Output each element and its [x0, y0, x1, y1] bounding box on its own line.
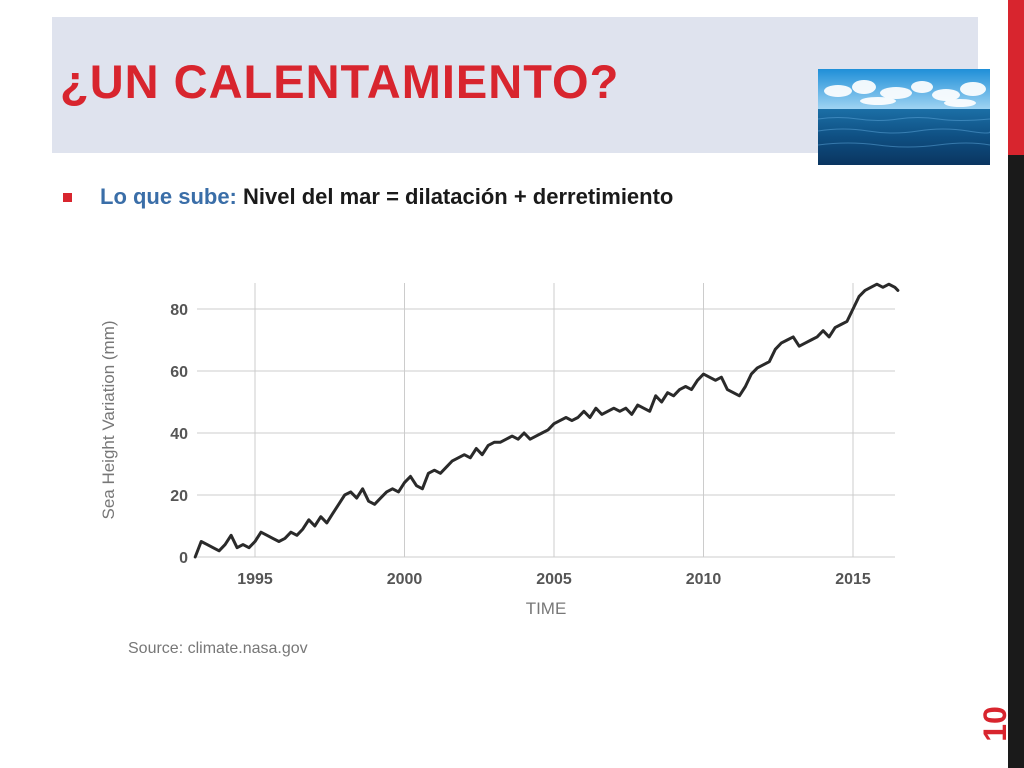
slide-title: ¿UN CALENTAMIENTO? — [60, 55, 620, 108]
x-tick-label: 2005 — [536, 571, 572, 588]
x-tick-label: 2015 — [835, 571, 871, 588]
y-tick-label: 0 — [179, 550, 188, 567]
ocean-photo-icon — [818, 69, 990, 165]
right-edge-accent — [1008, 0, 1024, 155]
slide-number: 10 — [977, 706, 1013, 742]
sea-level-chart-svg: 0 20 40 60 80 1995 2000 2005 2010 2015 TIME Sea Hei… — [99, 282, 900, 618]
y-tick-label: 40 — [170, 426, 188, 443]
bullet-lead: Lo que sube: — [100, 184, 237, 209]
x-tick-label: 2000 — [387, 571, 423, 588]
sea-level-chart: 0 20 40 60 80 1995 2000 2005 2010 2015 TIME Sea Hei… — [95, 275, 915, 620]
bullet-item: Lo que sube: Nivel del mar = dilatación … — [63, 184, 673, 210]
x-tick-label: 1995 — [237, 571, 273, 588]
ocean-photo — [818, 69, 990, 165]
y-tick-label: 20 — [170, 488, 188, 505]
series-line — [193, 282, 900, 559]
chart-source: Source: climate.nasa.gov — [128, 640, 308, 657]
y-tick-label: 60 — [170, 364, 188, 381]
y-axis-title: Sea Height Variation (mm) — [99, 320, 118, 519]
x-axis-title: TIME — [526, 599, 567, 618]
square-bullet-icon — [63, 193, 72, 202]
x-tick-label: 2010 — [686, 571, 722, 588]
right-edge-bar — [1008, 0, 1024, 768]
bullet-text: Lo que sube: Nivel del mar = dilatación … — [100, 184, 673, 210]
y-tick-label: 80 — [170, 302, 188, 319]
bullet-rest: Nivel del mar = dilatación + derretimien… — [236, 184, 674, 209]
